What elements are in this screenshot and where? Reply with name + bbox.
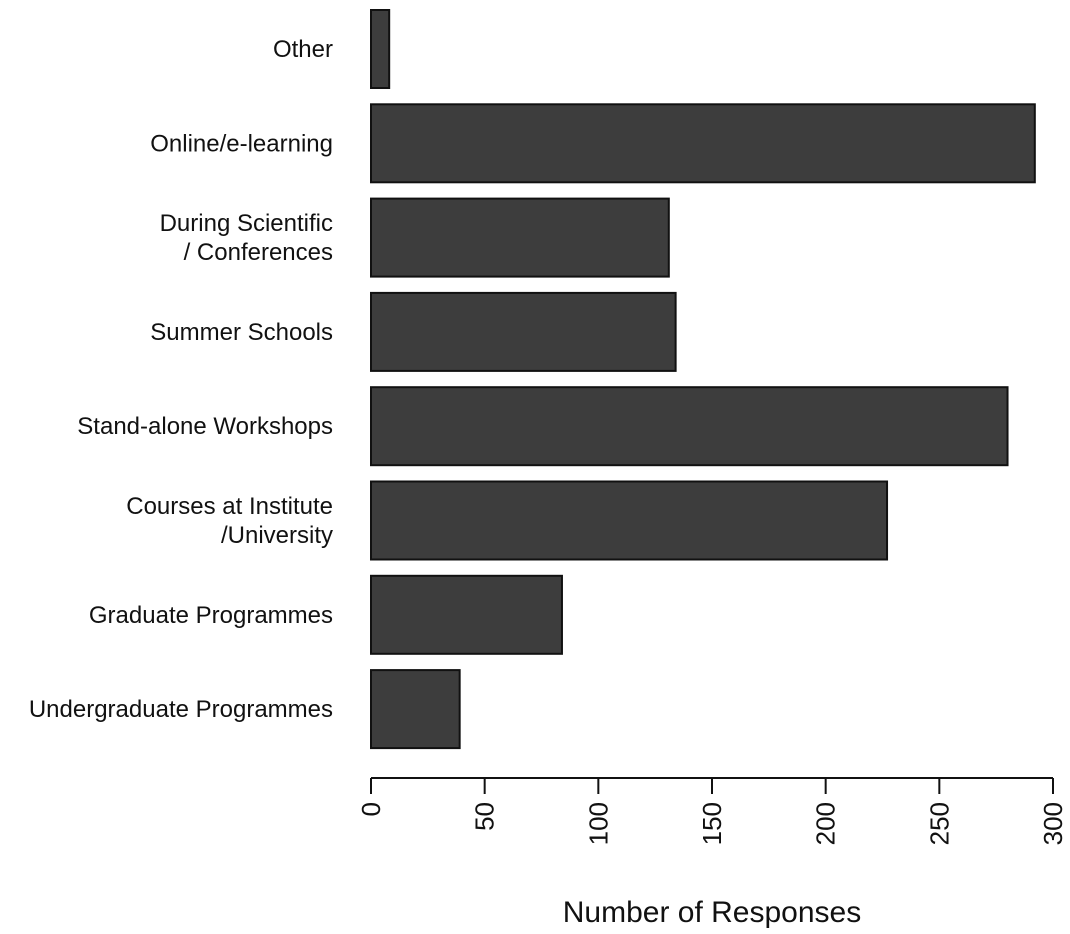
category-label-line: Online/e-learning [150, 130, 333, 157]
bar [370, 669, 461, 750]
x-tick-label: 50 [470, 802, 500, 831]
category-label-line: / Conferences [184, 239, 333, 266]
bar [370, 574, 563, 655]
category-label-line: Courses at Institute [126, 493, 333, 520]
category-label: Graduate Programmes [89, 602, 333, 629]
x-tick-label: 300 [1038, 802, 1068, 845]
category-label-line: During Scientific [160, 210, 333, 237]
category-label: During Scientific / Conferences [160, 210, 333, 266]
bar [370, 386, 1009, 467]
category-label: Stand-alone Workshops [77, 413, 333, 440]
bar [370, 103, 1036, 184]
bars-group [370, 9, 1036, 750]
category-label: Summer Schools [150, 319, 333, 346]
bar [370, 291, 677, 372]
x-tick-label: 0 [356, 802, 386, 816]
category-label: Undergraduate Programmes [29, 696, 333, 723]
category-label-line: Summer Schools [150, 319, 333, 346]
bar [370, 9, 391, 89]
category-label: Courses at Institute/University [126, 493, 333, 549]
category-label-line: Graduate Programmes [89, 602, 333, 629]
bar [370, 197, 670, 278]
category-label-line: Stand-alone Workshops [77, 413, 333, 440]
category-label: Other [273, 36, 333, 63]
x-tick-label: 200 [811, 802, 841, 845]
category-label-line: Other [273, 36, 333, 63]
x-tick-label: 250 [924, 802, 954, 845]
x-tick-label: 100 [583, 802, 613, 845]
x-axis: 0 50 100 150 200 250 300 [356, 777, 1068, 845]
bar [370, 480, 889, 561]
x-tick-label: 150 [697, 802, 727, 845]
category-label-line: /University [221, 522, 333, 549]
x-axis-title: Number of Responses [563, 896, 861, 929]
category-label-line: Undergraduate Programmes [29, 696, 333, 723]
category-label: Online/e-learning [150, 130, 333, 157]
